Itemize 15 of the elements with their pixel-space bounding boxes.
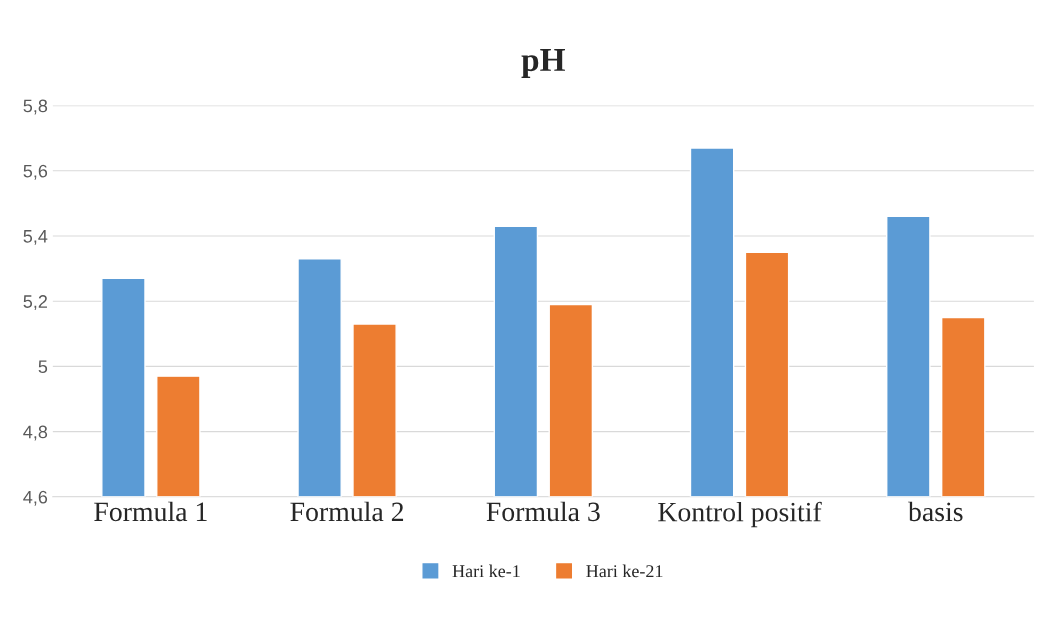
x-tick-label: Formula 2 [290,501,404,522]
x-tick-label: Kontrol positif [658,501,822,528]
legend-label: Hari ke-1 [452,564,520,578]
y-tick-label: 4,8 [23,425,48,441]
x-tick-label: basis [908,501,963,522]
x-tick-label: Formula 1 [94,501,207,522]
x-tick-label: Formula 3 [486,501,600,522]
y-tick-label: 4,6 [23,490,48,506]
y-tick-label: 5,4 [23,230,48,245]
y-tick-label: 5,6 [23,164,48,180]
legend-label: Hari ke-21 [586,564,663,578]
chart-title: pH [521,49,566,78]
y-tick-label: 5,2 [23,295,47,311]
y-tick-label: 5 [38,360,48,374]
y-tick-label: 5,8 [23,99,48,115]
